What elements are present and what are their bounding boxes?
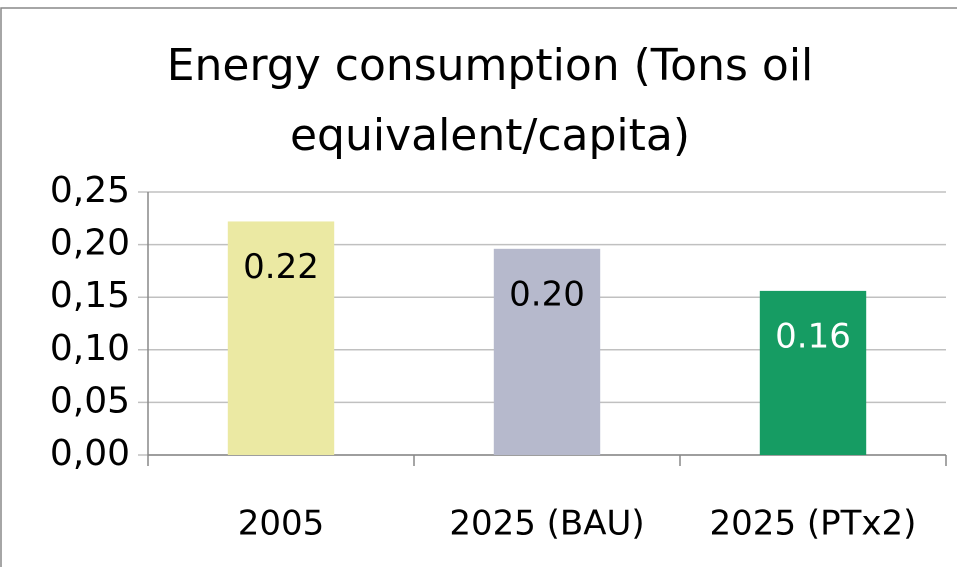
y-tick-label: 0,25 [50, 170, 130, 211]
x-tick-label: 2025 (PTx2) [710, 504, 917, 544]
value-label: 0.22 [243, 247, 319, 287]
x-tick-label: 2005 [238, 504, 325, 544]
y-tick-label: 0,20 [50, 223, 130, 264]
chart-title: equivalent/capita) [290, 110, 690, 161]
y-tick-label: 0,00 [50, 433, 130, 474]
bar [759, 290, 867, 455]
chart-border [0, 7, 957, 567]
y-tick-label: 0,15 [50, 275, 130, 316]
value-label: 0.16 [775, 316, 851, 356]
chart-title: Energy consumption (Tons oil [167, 40, 814, 91]
bar [493, 248, 601, 455]
bar [227, 221, 335, 455]
y-tick-label: 0,10 [50, 328, 130, 369]
x-tick-label: 2025 (BAU) [449, 504, 644, 544]
value-label: 0.20 [509, 274, 585, 314]
y-tick-label: 0,05 [50, 380, 130, 421]
